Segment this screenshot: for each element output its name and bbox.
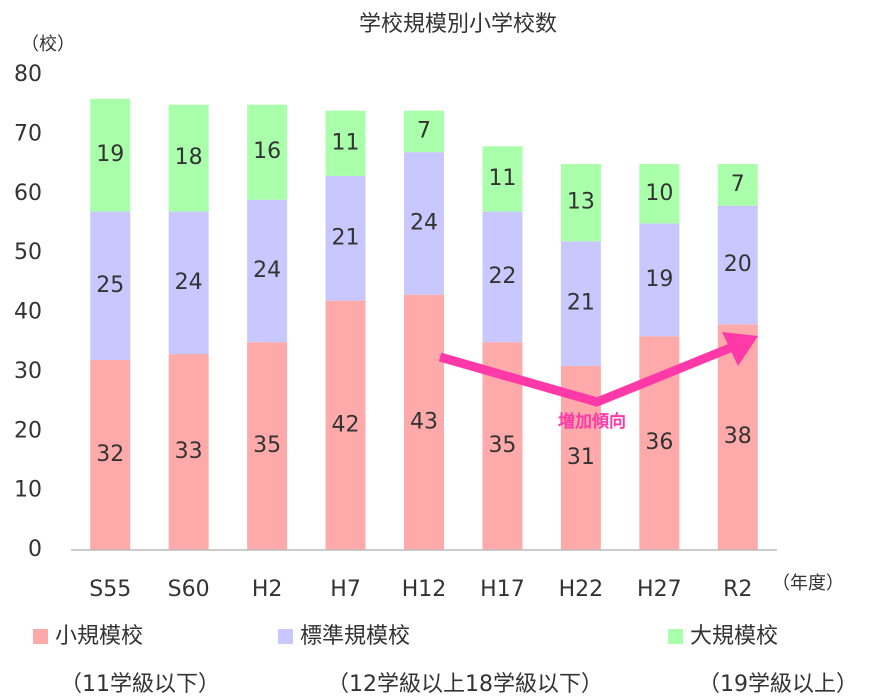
x-tick-label: H2 <box>252 577 283 602</box>
bar-segment <box>90 360 131 550</box>
x-tick-label: H12 <box>402 577 447 602</box>
bar-segment <box>90 98 131 212</box>
data-label: 36 <box>645 430 673 455</box>
bar-segment <box>404 294 444 550</box>
y-tick-label: 50 <box>14 240 42 265</box>
bar-segment <box>168 104 209 212</box>
x-tick-label: S55 <box>89 577 131 602</box>
data-label: 19 <box>645 267 673 292</box>
x-tick-label: H22 <box>559 577 604 602</box>
data-label: 16 <box>253 139 281 164</box>
y-tick-label: 40 <box>14 300 42 325</box>
arrow-head <box>722 332 758 366</box>
x-tick-label: R2 <box>723 577 752 602</box>
bar-segment <box>247 199 288 343</box>
y-axis-label: （校） <box>21 34 75 55</box>
legend-swatch <box>278 629 293 644</box>
legend-swatch <box>33 629 48 644</box>
bar-segment <box>247 104 288 200</box>
data-label: 24 <box>253 258 281 283</box>
legend-note: （11学級以下） <box>60 672 220 697</box>
data-label: 25 <box>96 273 124 298</box>
bar-segment <box>404 110 444 153</box>
bar-segment <box>168 354 209 550</box>
data-label: 42 <box>332 412 360 437</box>
trend-arrow <box>438 332 758 407</box>
bar-segment <box>639 164 680 224</box>
data-label: 19 <box>96 142 124 167</box>
data-label: 35 <box>253 433 281 458</box>
bar-segment <box>325 175 366 301</box>
bar-segment <box>639 223 680 337</box>
data-label: 21 <box>332 225 360 250</box>
data-label: 33 <box>175 439 203 464</box>
data-label: 38 <box>724 424 752 449</box>
y-tick-label: 30 <box>14 359 42 384</box>
data-label: 31 <box>567 445 595 470</box>
annotation: 増加傾向 <box>558 411 626 432</box>
bar-segment <box>482 146 523 212</box>
legend-label: 小規模校 <box>55 624 143 649</box>
bar-segment <box>247 342 288 550</box>
bar-segment <box>560 164 601 242</box>
data-label: 22 <box>488 264 516 289</box>
data-label: 24 <box>175 270 203 295</box>
chart-title: 学校規模別小学校数 <box>359 12 557 37</box>
bar-segment <box>168 211 209 355</box>
y-tick-label: 0 <box>28 537 42 562</box>
bar-segment <box>717 164 758 206</box>
legend-label: 標準規模校 <box>300 624 410 649</box>
data-label: 32 <box>96 442 124 467</box>
data-label: 18 <box>175 145 203 170</box>
x-tick-label: H17 <box>480 577 525 602</box>
legend-note: （19学級以上） <box>698 672 858 697</box>
bar-segment <box>717 205 758 325</box>
x-tick-label: S60 <box>168 577 210 602</box>
legend-label: 大規模校 <box>690 624 778 649</box>
bar-segment <box>325 300 366 550</box>
bar-segment <box>482 211 523 343</box>
data-label: 10 <box>645 181 673 206</box>
legend-swatch <box>668 629 683 644</box>
bars: 32 25 19 33 24 18 35 24 16 42 21 11 43 24 7 35 22 11 31 21 1… <box>90 98 758 550</box>
legend-note: （12学級以上18学級以下） <box>327 672 603 697</box>
bar-segment <box>90 211 131 360</box>
x-axis-label: （年度） <box>772 573 844 594</box>
arrow-line <box>438 339 742 407</box>
data-label: 7 <box>417 118 431 143</box>
bar-segment <box>404 152 444 295</box>
x-tick-label: H7 <box>330 577 361 602</box>
data-label: 13 <box>567 190 595 215</box>
data-label: 24 <box>410 210 438 235</box>
y-tick-label: 10 <box>14 478 42 503</box>
data-label: 35 <box>488 433 516 458</box>
y-tick-label: 20 <box>14 418 42 443</box>
data-label: 11 <box>488 166 516 191</box>
data-label: 21 <box>567 291 595 316</box>
data-label: 20 <box>724 252 752 277</box>
y-tick-label: 70 <box>14 121 42 146</box>
data-label: 11 <box>332 130 360 155</box>
bar-segment <box>325 110 366 176</box>
data-label: 43 <box>410 409 438 434</box>
bar-segment <box>560 241 601 366</box>
data-label: 7 <box>731 172 745 197</box>
y-tick-label: 80 <box>14 62 42 87</box>
x-tick-label: H27 <box>637 577 682 602</box>
y-tick-label: 60 <box>14 181 42 206</box>
